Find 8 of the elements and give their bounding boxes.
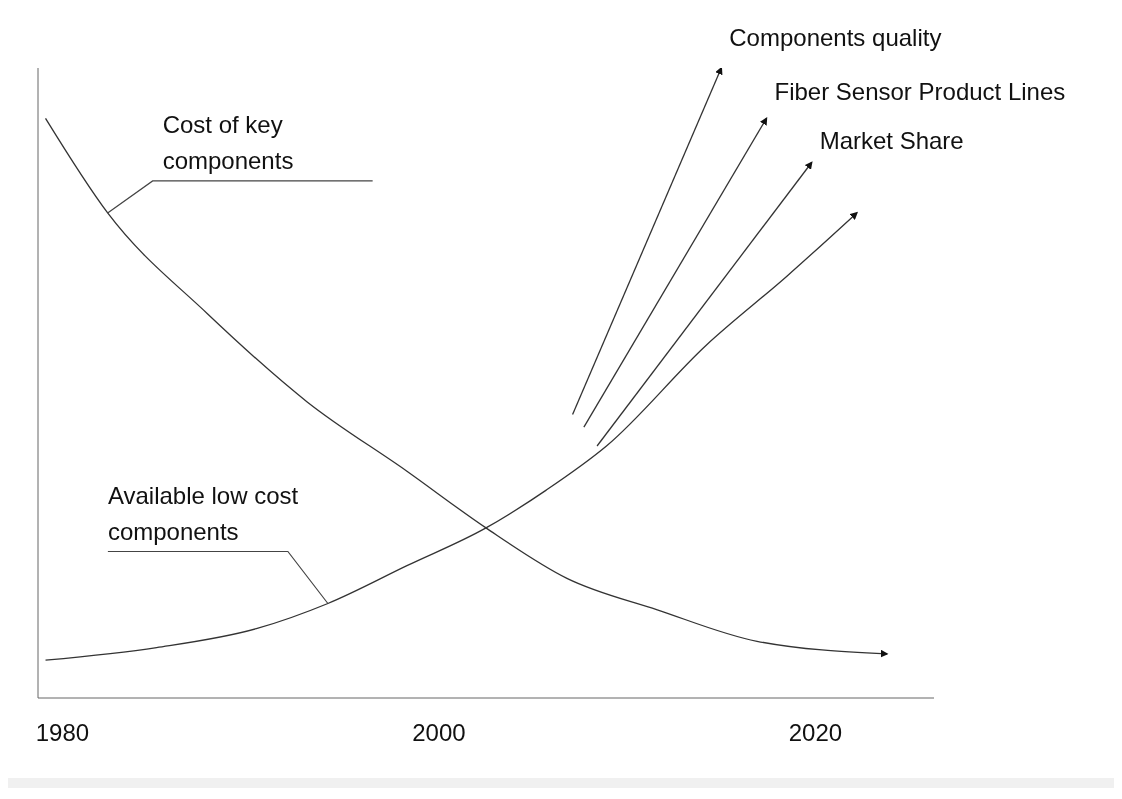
series-label: Components quality [729,24,942,51]
x-tick-label: 2020 [788,719,843,747]
series-label: Market Share [819,126,964,154]
x-tick-label: 1980 [35,719,90,747]
x-tick-label: 2000 [412,719,466,747]
series-label: Fiber Sensor Product Lines [774,78,1066,106]
text: Cost of key components [162,110,294,174]
text: Available low cost components [107,481,299,545]
